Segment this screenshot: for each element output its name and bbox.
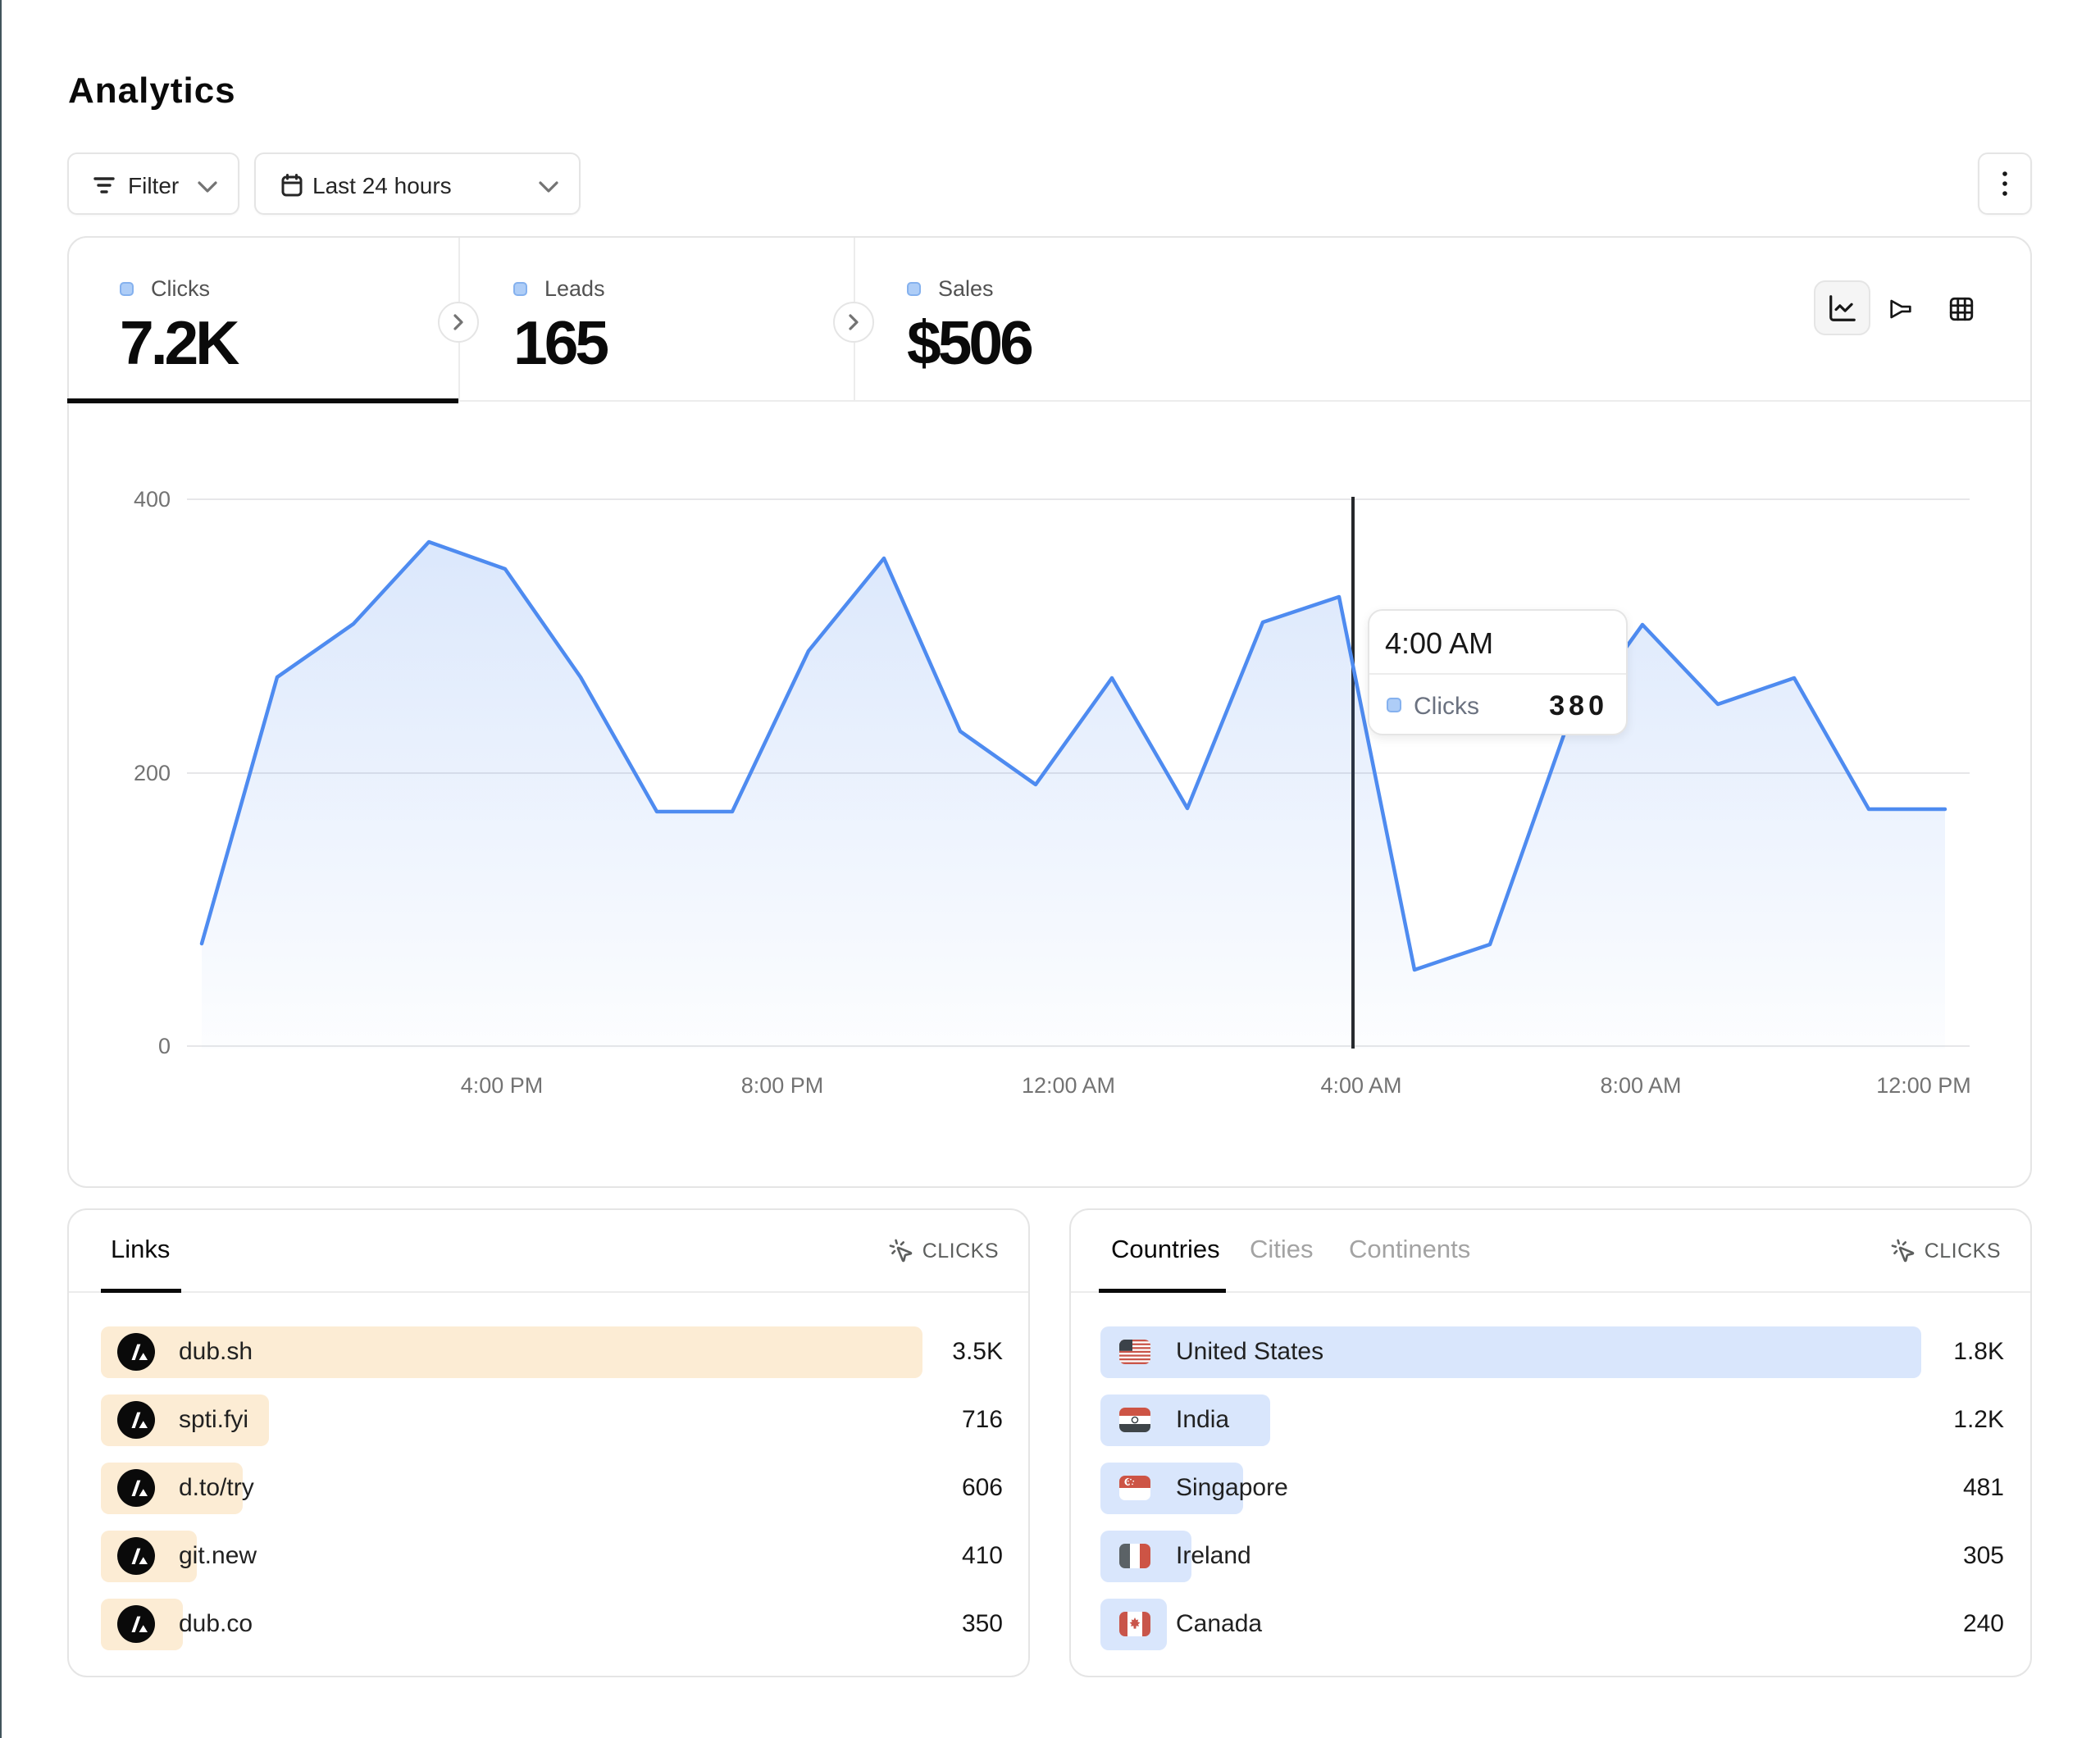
svg-text:4:00 PM: 4:00 PM xyxy=(461,1073,544,1098)
svg-text:8:00 PM: 8:00 PM xyxy=(741,1073,824,1098)
svg-text:400: 400 xyxy=(134,487,171,512)
svg-text:4:00 AM: 4:00 AM xyxy=(1320,1073,1401,1098)
svg-text:0: 0 xyxy=(158,1034,171,1058)
svg-text:8:00 AM: 8:00 AM xyxy=(1600,1073,1681,1098)
svg-text:12:00 AM: 12:00 AM xyxy=(1022,1073,1115,1098)
svg-text:12:00 PM: 12:00 PM xyxy=(1876,1073,1971,1098)
svg-text:200: 200 xyxy=(134,761,171,785)
